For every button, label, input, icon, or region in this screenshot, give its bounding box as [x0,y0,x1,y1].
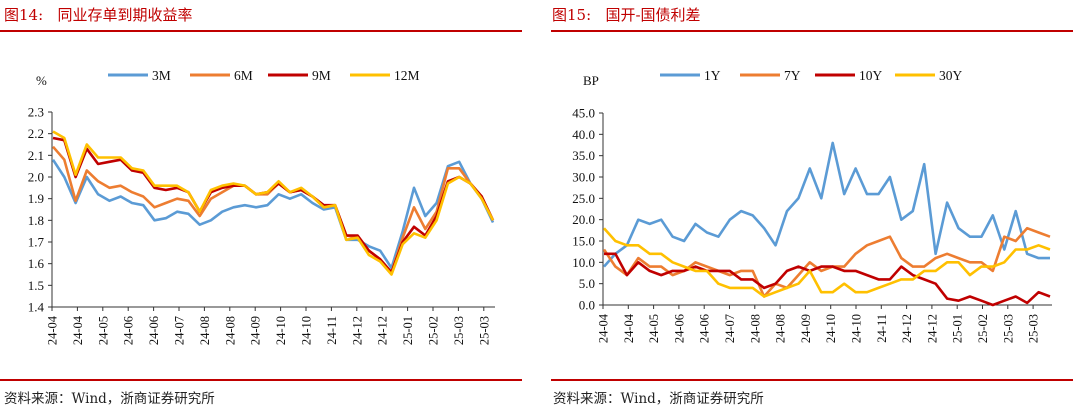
legend-label-6m: 6M [234,68,253,83]
x-tick-label: 24-09 [799,314,813,343]
series-line-3m [51,158,495,270]
x-tick-label: 24-08 [774,314,788,343]
y-tick-label: 1.9 [28,191,44,206]
source-note-right: 资料来源：Wind，浙商证券研究所 [553,391,764,407]
x-tick-label: 24-04 [71,315,85,345]
x-tick-label: 24-08 [198,316,212,345]
x-tick-label: 24-06 [672,314,686,343]
series-line-12m [52,130,495,276]
x-tick-label: 24-08 [223,316,237,345]
y-tick-label: 2.1 [28,148,44,163]
y-tick-label: 1.6 [28,256,45,271]
x-tick-label: 24-04 [46,315,60,345]
x-tick-label: 25-02 [976,314,990,343]
x-tick-label: 24-07 [723,314,737,343]
x-tick-label: 24-12 [376,316,390,345]
y-tick-label: 20.0 [572,212,595,227]
y-tick-label: 1.5 [28,278,44,293]
legend-label-3m: 3M [152,68,171,83]
x-tick-label: 24-11 [875,314,889,343]
y-unit-label: BP [583,73,599,88]
x-tick-label: 25-01 [401,316,415,345]
x-tick-label: 24-08 [748,314,762,343]
x-tick-label: 24-07 [173,316,187,345]
series-line-7y [602,226,1051,298]
x-tick-label: 25-03 [452,316,466,345]
x-tick-label: 25-03 [1001,314,1015,343]
y-tick-label: 35.0 [572,148,595,163]
legend-label-1y: 1Y [704,68,721,83]
x-tick-label: 24-09 [249,316,263,345]
y-tick-label: 2.3 [28,105,44,120]
x-tick-label: 24-10 [824,314,838,343]
y-tick-label: 25.0 [572,191,595,206]
x-tick-label: 24-10 [274,316,288,345]
x-tick-label: 24-12 [350,316,364,345]
x-tick-label: 24-05 [647,314,661,343]
figure-14-title: 图14: 同业存单到期收益率 [4,6,193,24]
y-tick-label: 5.0 [579,276,595,291]
y-tick-label: 2.2 [28,126,44,141]
x-tick-label: 24-05 [96,316,110,345]
y-tick-label: 0.0 [579,298,595,313]
source-rule-left [0,379,522,381]
x-tick-label: 25-03 [1027,314,1041,343]
series-line-10y [604,252,1051,307]
x-tick-label: 24-11 [325,316,339,345]
deposit-certificate-yield-chart: % 1.4 1.5 1.6 1.7 1.8 1.9 2.0 2.1 2.2 2.3 24-04 24-0… [28,68,495,345]
x-tick-label: 25-01 [951,314,965,343]
y-tick-label: 1.8 [28,213,44,228]
y-tick-label: 15.0 [572,234,595,249]
source-note-left: 资料来源：Wind，浙商证券研究所 [4,391,215,407]
figure-15-title: 图15: 国开-国债利差 [552,6,701,24]
x-tick-label: 24-04 [597,313,611,343]
title-rule-left [0,30,522,32]
x-tick-label: 24-06 [122,316,136,345]
y-tick-label: 40.0 [572,127,595,142]
y-tick-label: 1.7 [28,235,45,250]
x-tick-label: 25-02 [427,316,441,345]
x-tick-label: 24-10 [850,314,864,343]
x-tick-label: 24-10 [300,316,314,345]
series-line-30y [603,227,1051,298]
legend-label-7y: 7Y [784,68,801,83]
x-tick-label: 24-12 [900,314,914,343]
x-tick-label: 25-03 [477,316,491,345]
x-tick-label: 24-12 [925,314,939,343]
y-tick-label: 30.0 [572,170,595,185]
x-tick-label: 24-06 [147,316,161,345]
legend-label-9m: 9M [312,68,331,83]
cdb-treasury-spread-chart: BP 0.0 5.0 10.0 15.0 20.0 25.0 30.0 35.0 40.0 45.0… [572,68,1052,343]
y-unit-label: % [36,73,47,88]
y-tick-label: 10.0 [572,255,595,270]
legend-label-10y: 10Y [859,68,883,83]
source-rule-right [551,379,1073,381]
y-tick-label: 45.0 [572,106,595,121]
legend-label-30y: 30Y [939,68,963,83]
legend-label-12m: 12M [394,68,420,83]
title-rule-right [551,30,1073,32]
series-line-6m [52,145,495,274]
x-tick-label: 24-04 [622,313,636,343]
y-tick-label: 1.4 [28,300,45,315]
series-line-1y [603,141,1050,268]
y-tick-label: 2.0 [28,170,44,185]
x-tick-label: 24-06 [698,314,712,343]
